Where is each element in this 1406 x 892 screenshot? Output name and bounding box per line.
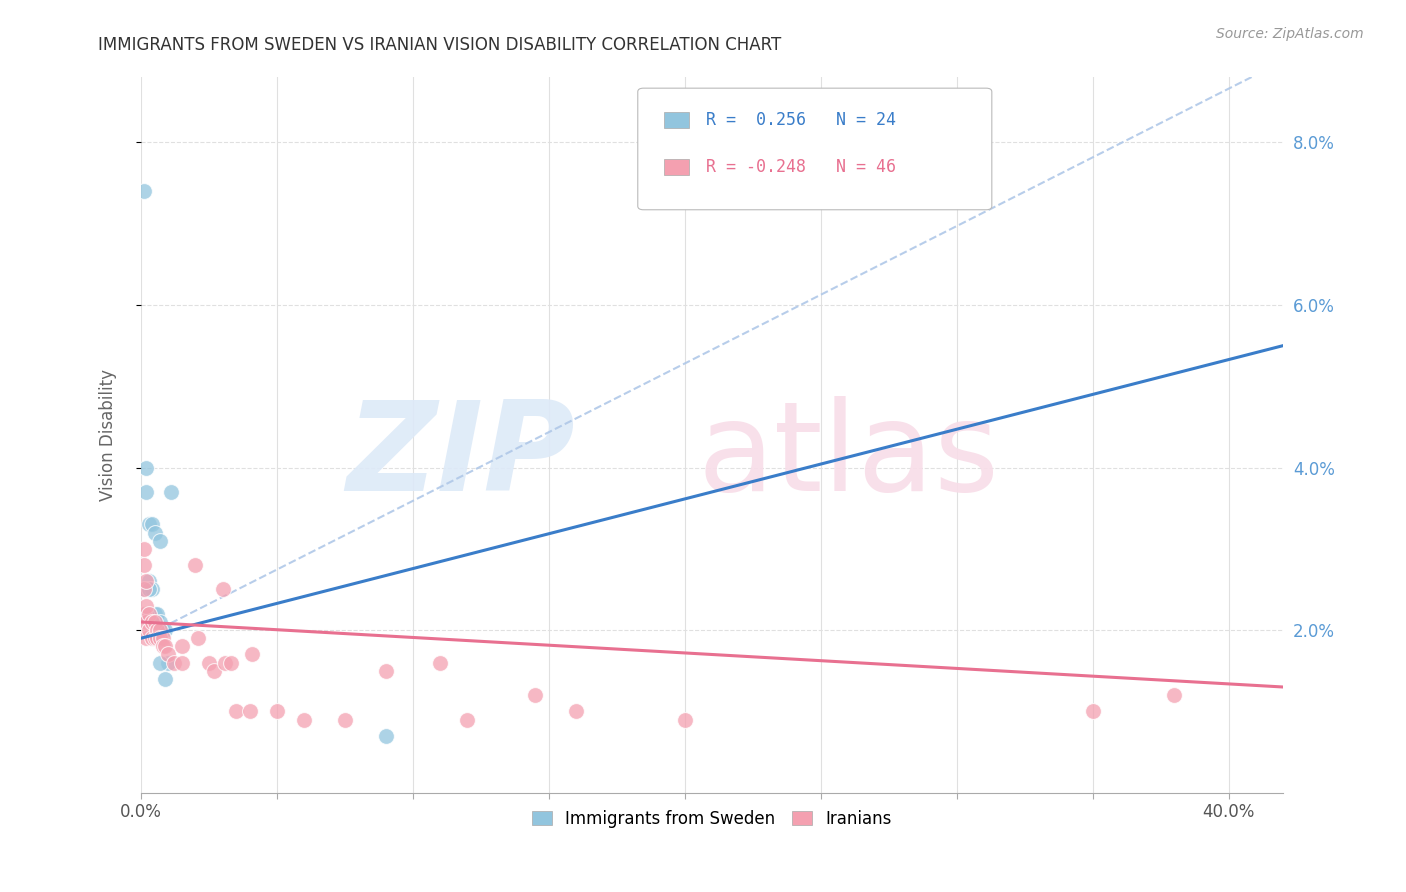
Point [135, 460, 157, 475]
Point [135, 599, 157, 613]
Point [132, 541, 155, 556]
Point [225, 705, 247, 719]
Point [155, 672, 177, 686]
Point [132, 607, 155, 621]
Point [1081, 705, 1104, 719]
Point [149, 632, 172, 646]
Point [135, 607, 157, 621]
Text: ZIP: ZIP [346, 396, 575, 517]
Point [135, 615, 157, 629]
Point [524, 688, 547, 702]
Y-axis label: Vision Disability: Vision Disability [100, 369, 117, 501]
Point [219, 656, 242, 670]
Point [132, 184, 155, 198]
Point [202, 664, 225, 678]
Point [138, 517, 160, 532]
Point [138, 574, 160, 589]
Point [170, 656, 193, 670]
Point [138, 623, 160, 637]
Point [292, 713, 315, 727]
Point [141, 615, 163, 629]
Point [374, 664, 396, 678]
Point [132, 582, 155, 597]
Point [187, 632, 209, 646]
Point [160, 485, 183, 500]
Point [138, 582, 160, 597]
Point [333, 713, 356, 727]
Point [429, 656, 451, 670]
FancyBboxPatch shape [638, 88, 991, 210]
Point [162, 656, 184, 670]
Point [565, 705, 588, 719]
Text: atlas: atlas [697, 396, 1000, 517]
Point [149, 533, 172, 548]
Point [149, 623, 172, 637]
FancyBboxPatch shape [664, 159, 689, 175]
Point [673, 713, 696, 727]
Point [135, 574, 157, 589]
FancyBboxPatch shape [664, 112, 689, 128]
Text: Source: ZipAtlas.com: Source: ZipAtlas.com [1216, 27, 1364, 41]
Point [242, 648, 264, 662]
Point [143, 525, 166, 540]
Point [135, 632, 157, 646]
Point [141, 615, 163, 629]
Point [157, 656, 180, 670]
Point [1163, 688, 1185, 702]
Point [152, 632, 174, 646]
Text: R = -0.248   N = 46: R = -0.248 N = 46 [706, 158, 896, 176]
Point [143, 632, 166, 646]
Point [143, 615, 166, 629]
Point [266, 705, 288, 719]
Point [149, 656, 172, 670]
Point [198, 656, 221, 670]
Point [155, 640, 177, 654]
Point [149, 615, 172, 629]
Point [146, 607, 169, 621]
Text: R =  0.256   N = 24: R = 0.256 N = 24 [706, 112, 896, 129]
Point [157, 648, 180, 662]
Point [132, 558, 155, 573]
Point [211, 582, 233, 597]
Point [155, 623, 177, 637]
Legend: Immigrants from Sweden, Iranians: Immigrants from Sweden, Iranians [526, 803, 898, 834]
Point [141, 632, 163, 646]
Point [138, 607, 160, 621]
Point [456, 713, 478, 727]
Point [141, 582, 163, 597]
Point [143, 607, 166, 621]
Point [374, 729, 396, 743]
Point [170, 640, 193, 654]
Point [152, 640, 174, 654]
Point [239, 705, 262, 719]
Text: IMMIGRANTS FROM SWEDEN VS IRANIAN VISION DISABILITY CORRELATION CHART: IMMIGRANTS FROM SWEDEN VS IRANIAN VISION… [98, 36, 782, 54]
Point [184, 558, 207, 573]
Point [146, 623, 169, 637]
Point [146, 632, 169, 646]
Point [135, 485, 157, 500]
Point [214, 656, 236, 670]
Point [141, 517, 163, 532]
Point [152, 623, 174, 637]
Point [132, 607, 155, 621]
Point [132, 582, 155, 597]
